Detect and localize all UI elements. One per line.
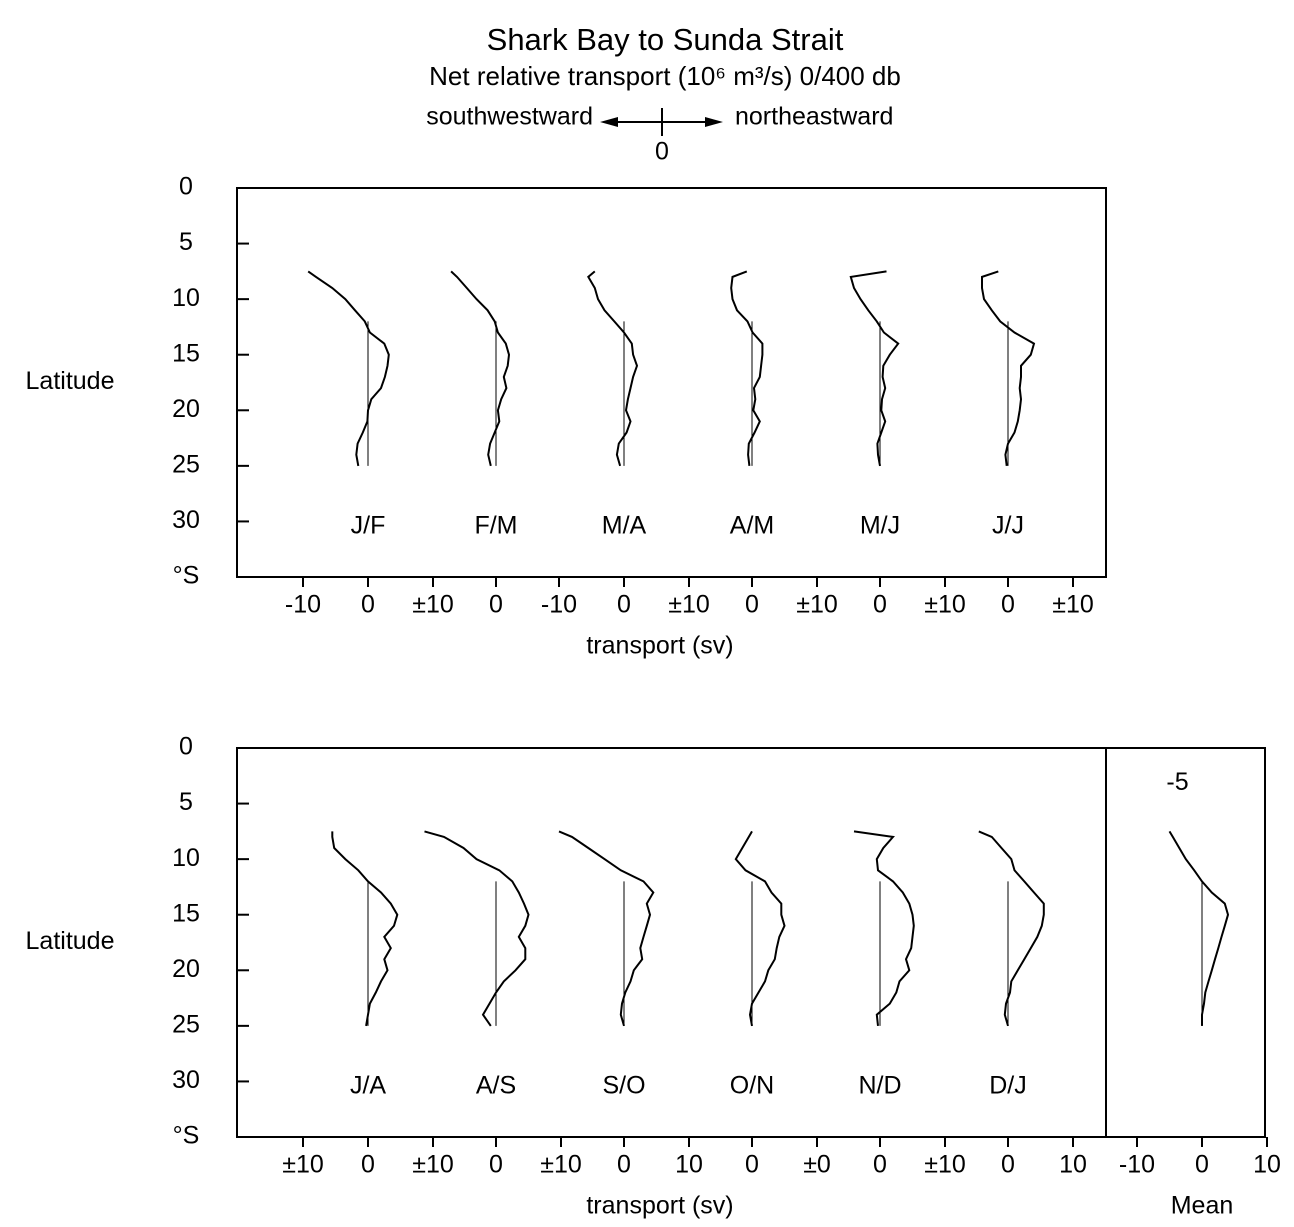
x-tick-label: -10 <box>1119 1151 1155 1179</box>
series-label: A/S <box>476 1072 516 1100</box>
x-tick-label: 0 <box>489 1151 503 1179</box>
x-tick-label: ±10 <box>796 591 838 619</box>
transport-line <box>450 270 511 467</box>
series-label: J/A <box>350 1072 386 1100</box>
series-label: S/O <box>602 1072 645 1100</box>
transport-line <box>849 270 900 467</box>
x-tick-label: 10 <box>1253 1151 1281 1179</box>
y-tick-label: °S <box>173 562 200 590</box>
transport-line <box>1168 830 1230 1026</box>
x-tick-label: 0 <box>1001 591 1015 619</box>
y-tick-label: 15 <box>172 339 200 367</box>
x-tick-label: 10 <box>1059 1151 1087 1179</box>
x-tick-label: ±10 <box>282 1151 324 1179</box>
y-tick-label: 0 <box>179 733 193 761</box>
y-tick-label: 25 <box>172 450 200 478</box>
x-tick-label: ±10 <box>668 591 710 619</box>
y-tick-label: 5 <box>179 228 193 256</box>
x-tick-label: ±10 <box>924 1151 966 1179</box>
x-tick-label: 0 <box>1195 1151 1209 1179</box>
x-tick-label: 0 <box>1001 1151 1015 1179</box>
x-tick-label: -10 <box>541 591 577 619</box>
legend-arrow <box>600 108 723 136</box>
y-tick-label: 10 <box>172 844 200 872</box>
series-label: D/J <box>989 1072 1027 1100</box>
transport-line <box>734 830 786 1027</box>
x-tick-label: ±10 <box>1052 591 1094 619</box>
x-tick-label: ±10 <box>412 1151 454 1179</box>
transport-line <box>730 270 764 467</box>
legend-negative: southwestward <box>426 103 593 131</box>
y-axis-label: Latitude <box>26 927 115 955</box>
series-label: M/A <box>602 512 647 540</box>
y-tick-label: 30 <box>172 1066 200 1094</box>
series-label: N/D <box>858 1072 901 1100</box>
y-tick-label: 20 <box>172 955 200 983</box>
x-tick-label: 0 <box>873 1151 887 1179</box>
x-tick-label: -10 <box>285 591 321 619</box>
x-axis-label: transport (sv) <box>586 632 733 660</box>
x-tick-label: ±10 <box>540 1151 582 1179</box>
series-label: J/F <box>351 512 386 540</box>
chart-title: Shark Bay to Sunda Strait <box>487 22 844 57</box>
annotation: -5 <box>1166 768 1188 796</box>
x-axis-label: transport (sv) <box>586 1192 733 1220</box>
series-label: J/J <box>992 512 1024 540</box>
x-tick-label: 0 <box>361 591 375 619</box>
transport-line <box>587 270 639 467</box>
transport-line <box>558 830 655 1027</box>
y-tick-label: 20 <box>172 395 200 423</box>
x-tick-label: ±10 <box>924 591 966 619</box>
x-tick-label: 0 <box>873 591 887 619</box>
y-tick-label: °S <box>173 1122 200 1150</box>
transport-line <box>981 270 1036 467</box>
plot-frame <box>236 187 1107 578</box>
x-tick-label: 10 <box>675 1151 703 1179</box>
x-tick-label: 0 <box>617 591 631 619</box>
y-tick-label: 10 <box>172 284 200 312</box>
x-tick-label: ±0 <box>803 1151 831 1179</box>
transport-line <box>424 830 530 1027</box>
x-tick-label: 0 <box>489 591 503 619</box>
y-axis-label: Latitude <box>26 367 115 395</box>
x-tick-label: 0 <box>745 1151 759 1179</box>
y-tick-label: 5 <box>179 788 193 816</box>
series-label: Mean <box>1171 1192 1234 1220</box>
x-tick-label: 0 <box>361 1151 375 1179</box>
x-tick-label: ±10 <box>412 591 454 619</box>
series-label: A/M <box>730 512 774 540</box>
series-label: M/J <box>860 512 900 540</box>
series-label: F/M <box>474 512 517 540</box>
chart-subtitle: Net relative transport (10⁶ m³/s) 0/400 … <box>429 61 901 91</box>
y-tick-label: 0 <box>179 173 193 201</box>
transport-line <box>853 830 915 1027</box>
transport-line <box>331 831 399 1027</box>
y-tick-label: 30 <box>172 506 200 534</box>
legend-positive: northeastward <box>735 103 893 131</box>
y-tick-label: 15 <box>172 899 200 927</box>
y-tick-label: 25 <box>172 1010 200 1038</box>
transport-line <box>307 270 390 467</box>
series-label: O/N <box>730 1072 774 1100</box>
x-tick-label: 0 <box>745 591 759 619</box>
x-tick-label: 0 <box>617 1151 631 1179</box>
transport-line <box>978 830 1045 1027</box>
legend-zero: 0 <box>655 138 669 166</box>
